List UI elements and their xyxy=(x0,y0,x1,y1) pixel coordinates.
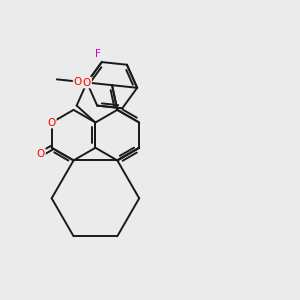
Text: O: O xyxy=(37,149,45,159)
Text: O: O xyxy=(47,118,56,128)
Text: O: O xyxy=(83,77,91,88)
Text: O: O xyxy=(73,76,82,86)
Text: F: F xyxy=(95,49,101,59)
